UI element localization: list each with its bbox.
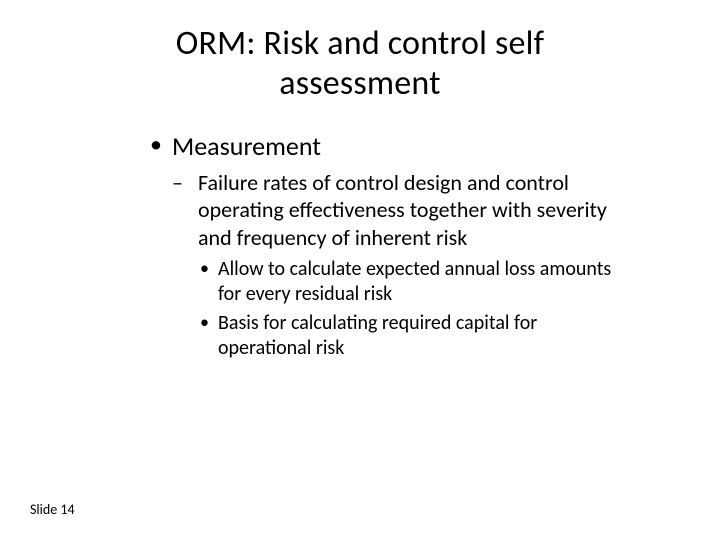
list-item: Measurement Failure rates of control des… xyxy=(150,130,630,361)
bullet-list-level1: Measurement Failure rates of control des… xyxy=(150,130,630,361)
slide: ORM: Risk and control self assessment Me… xyxy=(0,0,720,540)
slide-body: Measurement Failure rates of control des… xyxy=(150,130,630,361)
list-item: Basis for calculating required capital f… xyxy=(198,311,630,361)
list-item-text: Failure rates of control design and cont… xyxy=(198,169,607,251)
list-item: Failure rates of control design and cont… xyxy=(172,169,630,362)
bullet-list-level2: Failure rates of control design and cont… xyxy=(172,169,630,362)
bullet-list-level3: Allow to calculate expected annual loss … xyxy=(198,257,630,361)
list-item: Allow to calculate expected annual loss … xyxy=(198,257,630,307)
slide-title: ORM: Risk and control self assessment xyxy=(110,24,610,104)
list-item-text: Basis for calculating required capital f… xyxy=(218,311,537,360)
list-item-text: Measurement xyxy=(172,130,321,162)
slide-number: Slide 14 xyxy=(30,501,75,518)
list-item-text: Allow to calculate expected annual loss … xyxy=(218,257,611,306)
